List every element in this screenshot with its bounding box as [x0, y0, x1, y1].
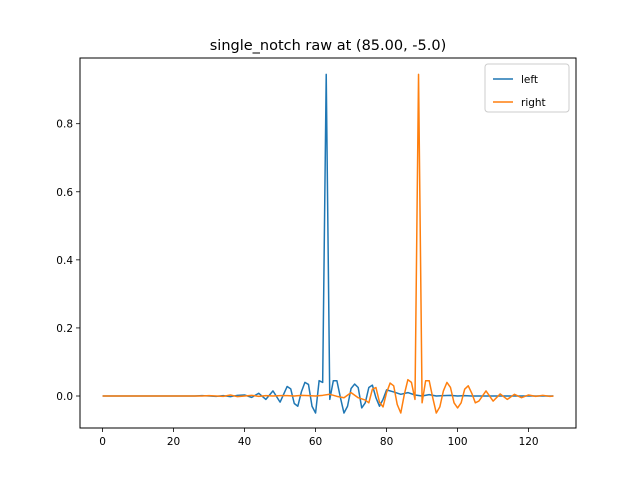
- x-tick-label: 80: [380, 436, 393, 448]
- x-tick-label: 20: [167, 436, 180, 448]
- x-tick-label: 0: [99, 436, 106, 448]
- legend-box: [484, 63, 570, 113]
- x-tick-label: 120: [519, 436, 539, 448]
- x-tick-label: 60: [309, 436, 322, 448]
- y-tick-label: 0.2: [56, 323, 73, 335]
- axes-frame: [79, 57, 577, 429]
- legend-label-right: right: [521, 97, 546, 109]
- series-line-right: [102, 73, 554, 414]
- x-tick-label: 40: [238, 436, 251, 448]
- x-tick-label: 100: [448, 436, 468, 448]
- x-axis: 0 20 40 60 80 100 120: [99, 428, 539, 448]
- legend: left right: [484, 63, 570, 113]
- y-tick-label: 0.4: [56, 255, 73, 267]
- y-tick-label: 0.6: [56, 187, 73, 199]
- y-tick-label: 0.0: [56, 391, 73, 403]
- plot-area: [102, 73, 554, 414]
- chart-title: single_notch raw at (85.00, -5.0): [210, 38, 447, 54]
- y-tick-label: 0.8: [56, 119, 73, 131]
- y-axis: 0.0 0.2 0.4 0.6 0.8: [56, 119, 80, 403]
- legend-label-left: left: [521, 74, 538, 86]
